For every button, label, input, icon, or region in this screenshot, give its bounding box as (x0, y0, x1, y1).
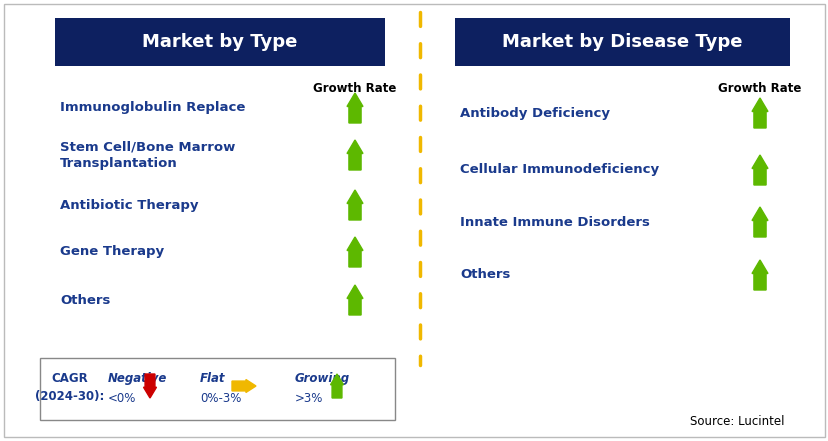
Polygon shape (232, 380, 256, 392)
Text: Flat: Flat (200, 372, 225, 385)
Polygon shape (347, 237, 363, 267)
Text: 0%-3%: 0%-3% (200, 392, 241, 405)
Text: >3%: >3% (295, 392, 323, 405)
Text: Immunoglobulin Replace: Immunoglobulin Replace (60, 101, 245, 115)
Text: Others: Others (60, 294, 110, 306)
FancyBboxPatch shape (55, 18, 384, 66)
Text: Source: Lucintel: Source: Lucintel (690, 415, 784, 428)
Polygon shape (751, 98, 767, 128)
Polygon shape (330, 374, 343, 398)
Text: Others: Others (460, 269, 510, 281)
Text: Antibiotic Therapy: Antibiotic Therapy (60, 198, 198, 212)
Polygon shape (347, 93, 363, 123)
Text: Cellular Immunodeficiency: Cellular Immunodeficiency (460, 164, 658, 176)
Polygon shape (751, 155, 767, 185)
Text: Antibody Deficiency: Antibody Deficiency (460, 106, 609, 120)
Polygon shape (347, 190, 363, 220)
Text: Stem Cell/Bone Marrow
Transplantation: Stem Cell/Bone Marrow Transplantation (60, 140, 235, 170)
Polygon shape (143, 374, 156, 398)
Text: (2024-30):: (2024-30): (36, 390, 104, 403)
Polygon shape (347, 285, 363, 315)
Polygon shape (347, 140, 363, 170)
Text: Market by Type: Market by Type (142, 33, 297, 51)
Text: Growth Rate: Growth Rate (717, 82, 801, 95)
Polygon shape (751, 207, 767, 237)
Text: Growing: Growing (295, 372, 349, 385)
Text: CAGR: CAGR (51, 372, 89, 385)
Text: Gene Therapy: Gene Therapy (60, 246, 164, 258)
Text: <0%: <0% (108, 392, 137, 405)
Polygon shape (751, 260, 767, 290)
Text: Market by Disease Type: Market by Disease Type (502, 33, 742, 51)
Text: Innate Immune Disorders: Innate Immune Disorders (460, 216, 649, 228)
Text: Negative: Negative (108, 372, 167, 385)
FancyBboxPatch shape (455, 18, 789, 66)
Text: Growth Rate: Growth Rate (313, 82, 397, 95)
FancyBboxPatch shape (40, 358, 394, 420)
